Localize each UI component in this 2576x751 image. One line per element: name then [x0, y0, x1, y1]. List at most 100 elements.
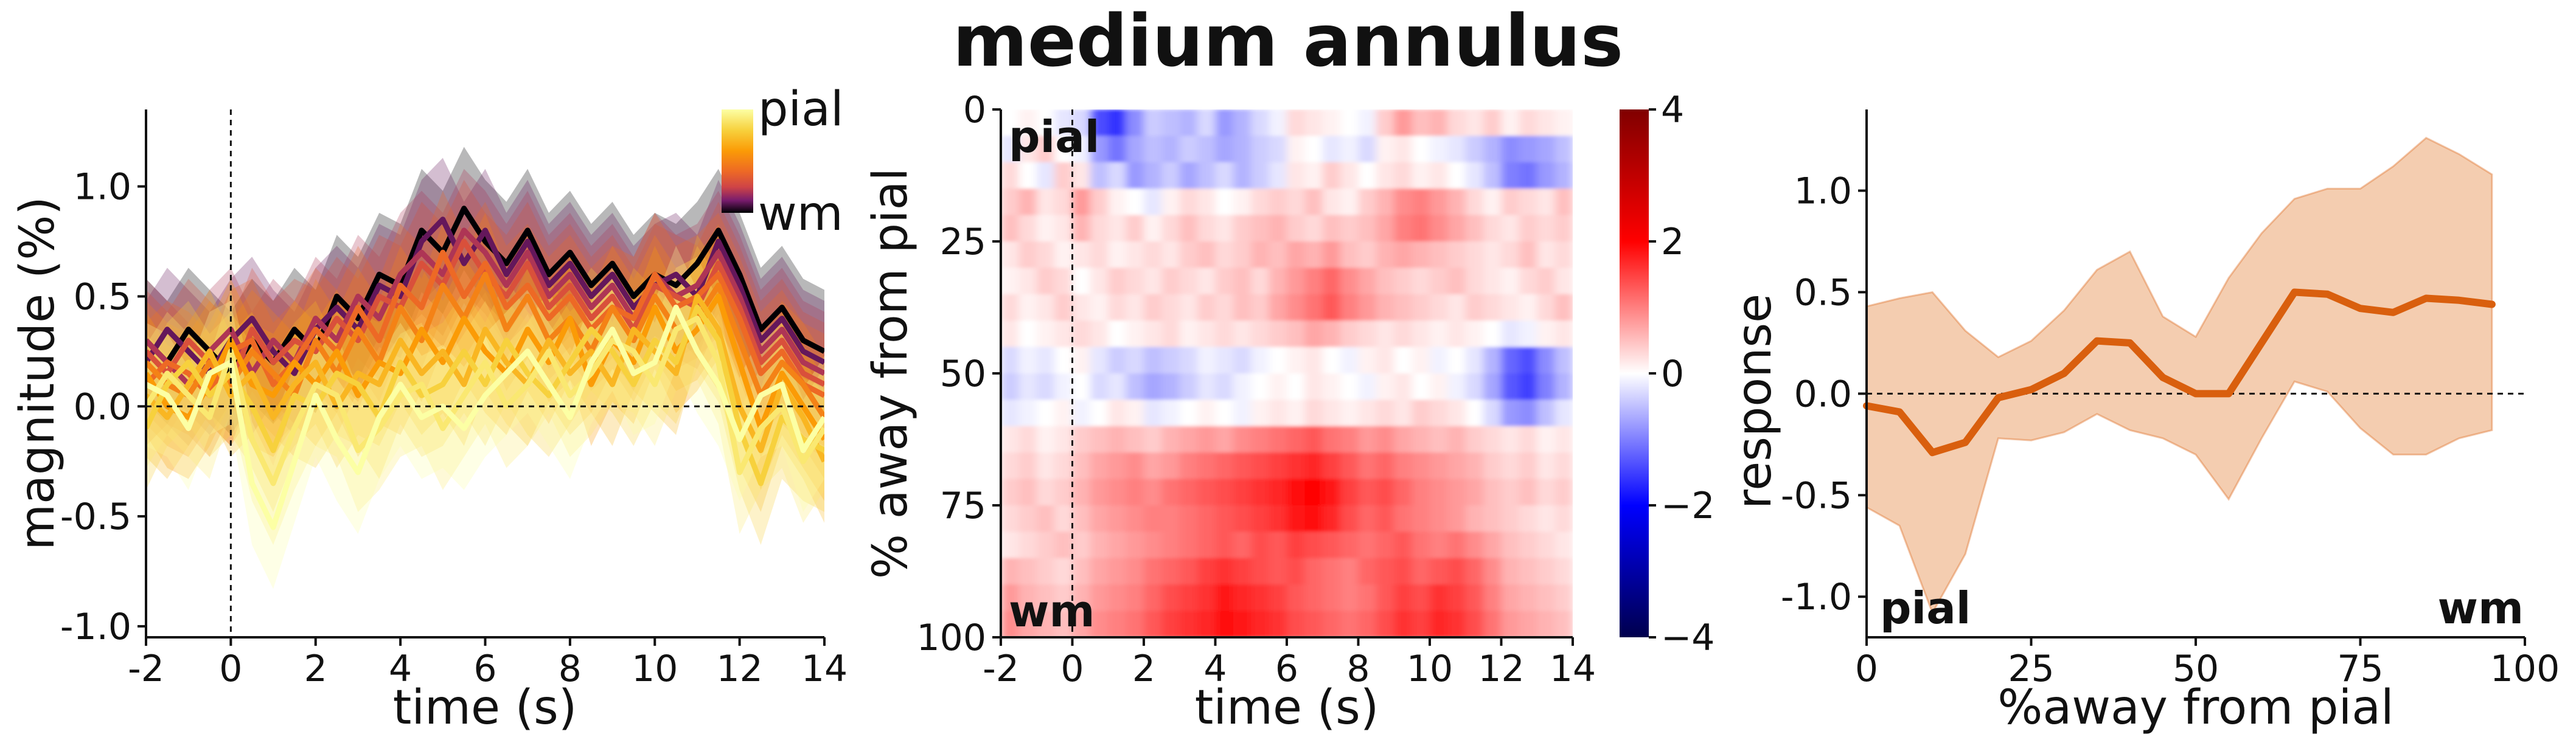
- heatmap-cell: [1483, 426, 1502, 454]
- heatmap-cell: [1001, 241, 1020, 269]
- heatmap-cell: [1001, 320, 1020, 348]
- heatmap-cell: [1054, 426, 1073, 454]
- timecourse-x-tick-label: -2: [128, 648, 164, 690]
- heatmap-cell: [1269, 162, 1287, 190]
- heatmap-x-tick-label: 12: [1478, 648, 1524, 690]
- heatmap-cell: [1376, 347, 1395, 374]
- heatmap-cell: [1161, 452, 1180, 480]
- heatmap-cell: [1376, 320, 1395, 348]
- heatmap-cell: [1269, 531, 1287, 559]
- heatmap-cell: [1233, 347, 1252, 374]
- heatmap-cell: [1108, 584, 1127, 612]
- heatmap-cell: [1233, 268, 1252, 295]
- heatmap-y-tick-label: 100: [916, 617, 986, 659]
- timecourse-y-label: magnitude (%): [10, 196, 65, 550]
- heatmap-cell: [1554, 215, 1573, 242]
- heatmap-cell: [1340, 294, 1359, 322]
- heatmap-cell: [1269, 268, 1287, 295]
- heatmap-cell: [1090, 479, 1109, 506]
- heatmap-cell: [1054, 241, 1073, 269]
- heatmap-cell: [1376, 400, 1395, 427]
- heatmap-cell: [1412, 584, 1430, 612]
- heatmap-cell: [1358, 162, 1377, 190]
- heatmap-cell: [1430, 162, 1449, 190]
- heatmap-cell: [1161, 584, 1180, 612]
- heatmap-cell: [1322, 400, 1342, 427]
- heatmap-cell: [1144, 426, 1163, 454]
- heatmap-cell: [1269, 347, 1287, 374]
- heatmap-cell: [1447, 241, 1466, 269]
- heatmap-cell: [1018, 241, 1037, 269]
- heatmap-cell: [1412, 452, 1430, 480]
- heatmap-cell: [1018, 268, 1037, 295]
- heatmap-cell: [1197, 189, 1216, 216]
- heatmap-cell: [1412, 320, 1430, 348]
- profile-x-label: %away from pial: [1997, 680, 2393, 735]
- heatmap-cell: [1126, 347, 1144, 374]
- heatmap-cell: [1483, 136, 1502, 163]
- heatmap-cell: [1394, 400, 1413, 427]
- heatmap-cell: [1358, 320, 1377, 348]
- heatmap-cell: [1090, 241, 1109, 269]
- timecourse-series-line: [146, 305, 824, 486]
- heatmap-cell: [1179, 347, 1199, 374]
- heatmap-cell: [1144, 109, 1163, 137]
- heatmap-cell: [1251, 162, 1270, 190]
- heatmap-cell: [1322, 452, 1342, 480]
- heatmap-cell: [1483, 189, 1502, 216]
- heatmap-cell: [1233, 479, 1252, 506]
- heatmap-cell: [1519, 505, 1538, 533]
- heatmap-cell: [1072, 584, 1091, 612]
- heatmap-cell: [1447, 320, 1466, 348]
- heatmap-cell: [1537, 505, 1556, 533]
- heatmap-cell: [1054, 584, 1073, 612]
- heatmap-cell: [1358, 505, 1377, 533]
- heatmap-cell: [1108, 320, 1127, 348]
- heatmap-cell: [1036, 373, 1056, 401]
- heatmap-cell: [1304, 505, 1323, 533]
- heatmap-cell: [1036, 479, 1056, 506]
- heatmap-cell: [1251, 611, 1270, 637]
- heatmap-cell: [1269, 558, 1287, 586]
- heatmap-cell: [1287, 162, 1306, 190]
- heatmap-cell: [1287, 294, 1306, 322]
- heatmap-cell: [1161, 294, 1180, 322]
- heatmap-y-tick-label: 25: [940, 221, 986, 263]
- heatmap-cell: [1376, 505, 1395, 533]
- heatmap-cell: [1215, 136, 1234, 163]
- heatmap-cell: [1554, 373, 1573, 401]
- heatmap-cell: [1483, 347, 1502, 374]
- heatmap-cell: [1519, 373, 1538, 401]
- heatmap-cell: [1233, 426, 1252, 454]
- heatmap-cell: [1269, 426, 1287, 454]
- heatmap-cell: [1108, 294, 1127, 322]
- heatmap-cell: [1394, 584, 1413, 612]
- heatmap-cell: [1108, 162, 1127, 190]
- profile-pial-annotation: pial: [1880, 583, 1971, 634]
- heatmap-cell: [1018, 505, 1037, 533]
- heatmap-cell: [1036, 400, 1056, 427]
- heatmap-x-tick-label: 4: [1203, 648, 1227, 690]
- heatmap-cell: [1322, 294, 1342, 322]
- timecourse-x-tick-label: 0: [219, 648, 242, 690]
- heatmap-cell: [1340, 162, 1359, 190]
- timecourse-lines: [146, 206, 824, 530]
- heatmap-cell: [1501, 452, 1520, 480]
- heatmap-cell: [1322, 426, 1342, 454]
- heatmap-cell: [1304, 320, 1323, 348]
- heatmap-cell: [1197, 215, 1216, 242]
- heatmap-cell: [1269, 452, 1287, 480]
- heatmap-y-tick-label: 75: [940, 485, 986, 527]
- profile-x-tick-label: 0: [1855, 648, 1878, 690]
- heatmap-cell: [1251, 241, 1270, 269]
- heatmap-cell: [1197, 505, 1216, 533]
- heatmap-cell: [1233, 452, 1252, 480]
- heatmap-cell: [1483, 479, 1502, 506]
- heatmap-cell: [1126, 479, 1144, 506]
- heatmap-cell: [1233, 373, 1252, 401]
- heatmap-cell: [1394, 611, 1413, 637]
- heatmap-cell: [1322, 531, 1342, 559]
- heatmap-cell: [1412, 505, 1430, 533]
- heatmap-cell: [1412, 162, 1430, 190]
